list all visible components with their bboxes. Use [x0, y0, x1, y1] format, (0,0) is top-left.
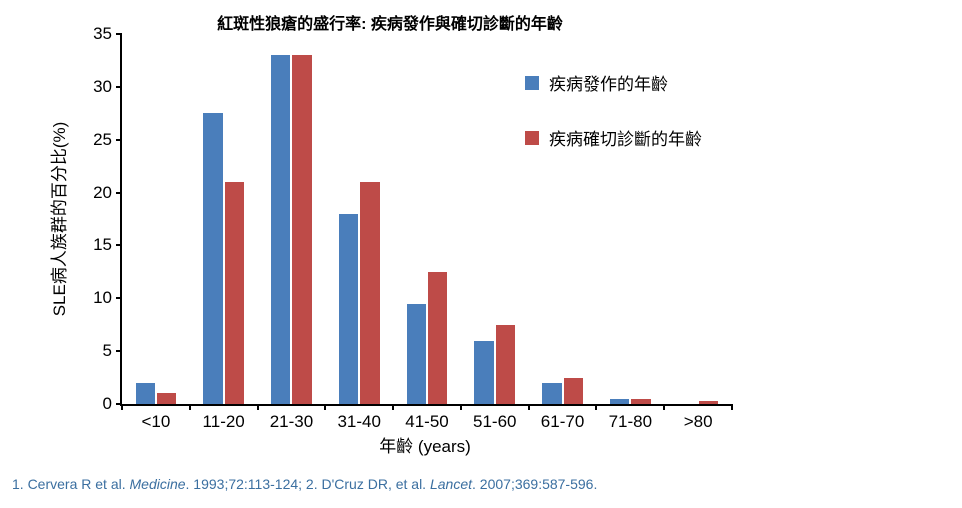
x-tick-label: 41-50 [405, 404, 448, 432]
legend-item: 疾病確切診斷的年齡 [525, 125, 702, 150]
legend: 疾病發作的年齡疾病確切診斷的年齡 [525, 70, 702, 180]
citation-part: Medicine [130, 476, 186, 492]
x-tick [731, 404, 733, 410]
citation-part: 1. Cervera R et al. [12, 476, 130, 492]
bar [203, 113, 222, 404]
x-tick [595, 404, 597, 410]
bar [542, 383, 561, 404]
bar [631, 399, 650, 404]
legend-label: 疾病確切診斷的年齡 [549, 125, 702, 150]
legend-swatch [525, 131, 539, 145]
y-tick-label: 10 [93, 288, 122, 308]
x-tick-label: 51-60 [473, 404, 516, 432]
citation-part: Lancet [430, 476, 472, 492]
x-tick [460, 404, 462, 410]
legend-item: 疾病發作的年齡 [525, 70, 702, 95]
x-tick [663, 404, 665, 410]
citation-part: . 2007;369:587-596. [472, 476, 597, 492]
x-tick-label: >80 [684, 404, 713, 432]
bar [271, 55, 290, 404]
y-tick-label: 5 [103, 341, 122, 361]
y-tick-label: 15 [93, 235, 122, 255]
chart-area: 紅斑性狼瘡的盛行率: 疾病發作與確切診斷的年齡 0 5 10 15 20 25 30 35 <1… [30, 10, 750, 460]
y-tick-label: 25 [93, 130, 122, 150]
chart-title: 紅斑性狼瘡的盛行率: 疾病發作與確切診斷的年齡 [30, 10, 750, 34]
citation-text: 1. Cervera R et al. Medicine. 1993;72:11… [12, 476, 597, 492]
bar [610, 399, 629, 404]
y-tick-label: 0 [103, 394, 122, 414]
y-axis-label: SLE病人族群的百分比(%) [45, 122, 70, 317]
x-tick-label: 71-80 [609, 404, 652, 432]
bar [496, 325, 515, 404]
x-tick [528, 404, 530, 410]
x-tick [121, 404, 123, 410]
x-tick [392, 404, 394, 410]
bar [225, 182, 244, 404]
citation-part: . 1993;72:113-124; 2. D'Cruz DR, et al. [186, 476, 430, 492]
y-tick-label: 20 [93, 183, 122, 203]
bar [339, 214, 358, 404]
x-tick-label: <10 [141, 404, 170, 432]
x-tick [324, 404, 326, 410]
legend-swatch [525, 76, 539, 90]
bar [292, 55, 311, 404]
y-tick-label: 30 [93, 77, 122, 97]
bar [360, 182, 379, 404]
bar [407, 304, 426, 404]
bar [136, 383, 155, 404]
x-tick-label: 31-40 [337, 404, 380, 432]
legend-label: 疾病發作的年齡 [549, 70, 668, 95]
x-tick [189, 404, 191, 410]
page-root: 紅斑性狼瘡的盛行率: 疾病發作與確切診斷的年齡 0 5 10 15 20 25 30 35 <1… [0, 0, 962, 508]
x-tick-label: 21-30 [270, 404, 313, 432]
bar [157, 393, 176, 404]
x-axis-label: 年齡 (years) [379, 432, 471, 457]
bar [564, 378, 583, 404]
x-tick [257, 404, 259, 410]
y-tick-label: 35 [93, 24, 122, 44]
bar [474, 341, 493, 404]
x-tick-label: 11-20 [203, 404, 245, 432]
bar [699, 401, 718, 404]
x-tick-label: 61-70 [541, 404, 584, 432]
bar [428, 272, 447, 404]
